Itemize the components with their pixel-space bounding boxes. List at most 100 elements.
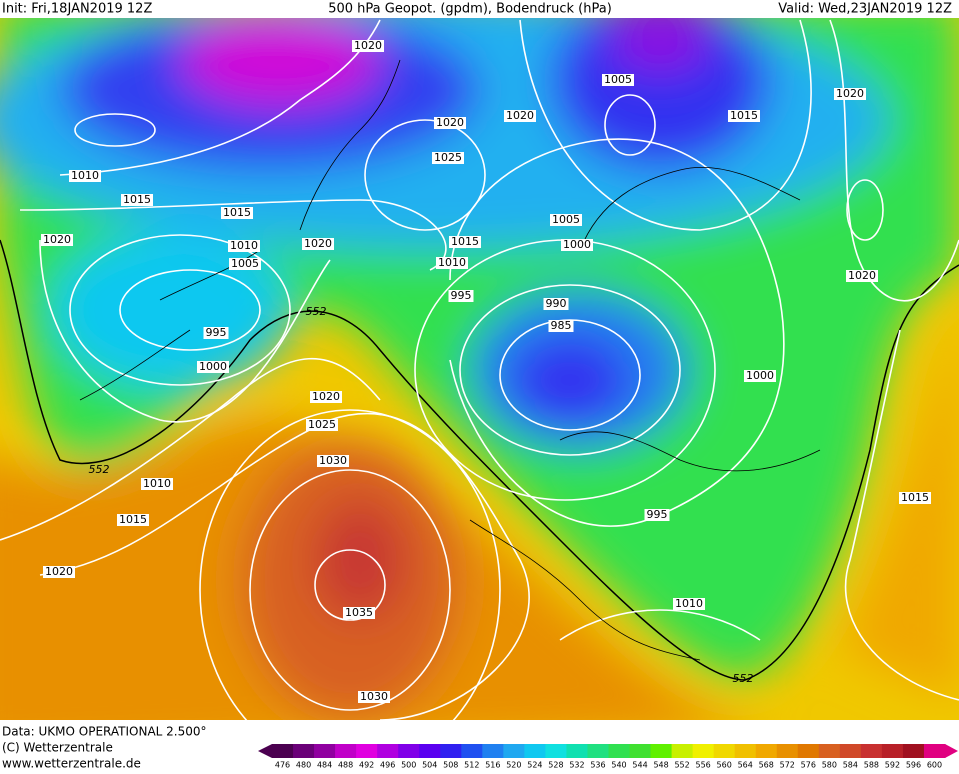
label-box xyxy=(302,238,334,250)
isobar-label: 1020 xyxy=(506,109,534,122)
scale-arrow-left xyxy=(258,744,272,758)
scale-box xyxy=(398,744,420,758)
label-box xyxy=(43,566,75,578)
scale-label: 512 xyxy=(464,761,479,770)
scale-box xyxy=(545,744,567,758)
scale-box xyxy=(272,744,294,758)
scale-box xyxy=(482,744,504,758)
isobar-label: 1010 xyxy=(675,597,703,610)
scale-box xyxy=(440,744,462,758)
scale-label: 564 xyxy=(738,761,753,770)
label-box xyxy=(644,509,670,521)
isobar-label: 1005 xyxy=(552,213,580,226)
isobar-label: 1035 xyxy=(345,606,373,619)
isobar-label: 1000 xyxy=(199,360,227,373)
isobar-label: 1020 xyxy=(848,269,876,282)
scale-box xyxy=(608,744,631,758)
isobar-label: 552 xyxy=(89,463,110,476)
isobar-label: 990 xyxy=(546,297,567,310)
isobar-label: 1030 xyxy=(319,454,347,467)
scale-box xyxy=(902,744,925,758)
scale-label: 476 xyxy=(275,761,290,770)
isobar-label: 1000 xyxy=(746,369,774,382)
label-box xyxy=(228,240,260,252)
isobar-label: 1000 xyxy=(563,238,591,251)
isobar-label: 1015 xyxy=(119,513,147,526)
label-box xyxy=(728,110,760,122)
scale-label: 576 xyxy=(801,761,816,770)
scale-label: 492 xyxy=(359,761,374,770)
scale-label: 572 xyxy=(780,761,795,770)
scale-box xyxy=(818,744,841,758)
color-scale: 476 480 484 488 492 496 500 504 508 512 516 520 524 5… xyxy=(258,744,958,770)
scale-label: 508 xyxy=(443,761,458,770)
isobar-label: 1015 xyxy=(123,193,151,206)
valid-time: Valid: Wed,23JAN2019 12Z xyxy=(778,2,952,17)
isobar-label: 1025 xyxy=(308,418,336,431)
label-box xyxy=(550,214,582,226)
label-box xyxy=(310,391,342,403)
scale-label: 496 xyxy=(380,761,395,770)
scale-label: 500 xyxy=(401,761,416,770)
scale-label: 584 xyxy=(843,761,858,770)
scale-box xyxy=(503,744,525,758)
isobar-label: 552 xyxy=(306,305,327,318)
scale-label: 548 xyxy=(653,761,668,770)
label-box xyxy=(197,361,229,373)
website: www.wetterzentrale.de xyxy=(2,757,141,771)
scale-label: 532 xyxy=(569,761,584,770)
scale-label: 600 xyxy=(927,761,942,770)
label-box xyxy=(561,239,593,251)
scale-label: 516 xyxy=(485,761,500,770)
scale-label: 556 xyxy=(696,761,711,770)
scale-box xyxy=(650,744,673,758)
scale-label: 484 xyxy=(317,761,332,770)
label-box xyxy=(448,290,474,302)
copyright: (C) Wetterzentrale xyxy=(2,741,113,755)
scale-box xyxy=(566,744,588,758)
isobar-label: 1020 xyxy=(836,87,864,100)
label-box xyxy=(358,691,390,703)
scale-arrow-right xyxy=(945,744,958,758)
scale-label: 544 xyxy=(632,761,647,770)
scale-label: 552 xyxy=(674,761,689,770)
scale-box xyxy=(335,744,357,758)
scale-label: 596 xyxy=(906,761,921,770)
isobar-label: 1020 xyxy=(45,565,73,578)
scale-label: 540 xyxy=(611,761,626,770)
scale-box xyxy=(734,744,757,758)
isobar-label: 1015 xyxy=(901,491,929,504)
scale-label: 560 xyxy=(717,761,732,770)
scale-label: 568 xyxy=(759,761,774,770)
scale-label: 504 xyxy=(422,761,437,770)
scale-label: 528 xyxy=(548,761,563,770)
label-box xyxy=(203,327,229,339)
isobar-label: 1005 xyxy=(604,73,632,86)
isobar-label: 1020 xyxy=(354,39,382,52)
label-box xyxy=(602,74,634,86)
scale-box xyxy=(314,744,336,758)
scale-label: 588 xyxy=(864,761,879,770)
scale-label: 524 xyxy=(527,761,542,770)
scale-box xyxy=(797,744,820,758)
isobar-label: 1015 xyxy=(730,109,758,122)
label-box xyxy=(504,110,536,122)
isobar-label: 1010 xyxy=(143,477,171,490)
label-box xyxy=(548,320,574,332)
isobar-label: 995 xyxy=(451,289,472,302)
label-box xyxy=(846,270,878,282)
isobar-label: 1005 xyxy=(231,257,259,270)
label-box xyxy=(141,478,173,490)
isobar-label: 985 xyxy=(551,319,572,332)
isobar-label: 1015 xyxy=(451,235,479,248)
scale-label: 580 xyxy=(822,761,837,770)
label-box xyxy=(834,88,866,100)
map-title: 500 hPa Geopot. (gpdm), Bodendruck (hPa) xyxy=(328,2,612,17)
scale-box xyxy=(860,744,883,758)
isobar-label: 1015 xyxy=(223,206,251,219)
isobar-label: 995 xyxy=(647,508,668,521)
label-box xyxy=(229,258,261,270)
isobar-label: 1020 xyxy=(43,233,71,246)
